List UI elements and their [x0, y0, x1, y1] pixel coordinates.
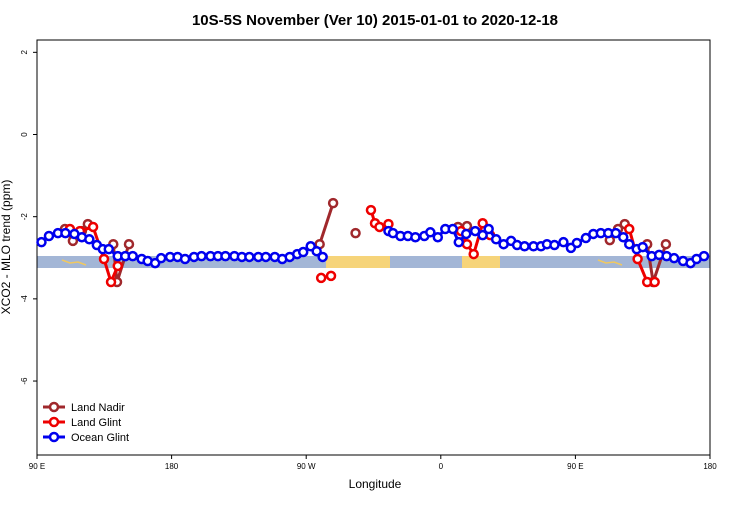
legend: Land Nadir Land Glint Ocean Glint	[43, 401, 129, 444]
data-point	[461, 238, 473, 250]
data-point	[460, 228, 472, 240]
data-point	[453, 236, 464, 248]
legend-marker	[48, 401, 60, 413]
data-point	[127, 250, 138, 262]
x-tick-label: 0	[439, 462, 444, 471]
data-point	[571, 237, 583, 249]
data-point	[469, 225, 481, 237]
land-band	[462, 256, 500, 268]
data-point	[477, 229, 488, 241]
data-point	[432, 231, 444, 243]
data-point	[468, 248, 479, 260]
x-tick-label: 180	[165, 462, 179, 471]
data-point	[179, 253, 191, 265]
data-point	[477, 218, 488, 229]
legend-marker	[48, 431, 60, 443]
data-point	[112, 260, 124, 272]
data-point	[447, 223, 459, 235]
data-point	[698, 250, 710, 262]
data-point	[196, 250, 207, 262]
data-point	[98, 253, 110, 265]
data-point	[43, 230, 55, 242]
data-point	[350, 227, 361, 239]
data-point	[618, 231, 629, 243]
data-point	[123, 238, 135, 250]
data-point	[623, 238, 635, 250]
land-band	[326, 256, 390, 268]
data-point	[103, 243, 115, 255]
legend-label: Land Nadir	[71, 402, 125, 414]
data-point	[637, 241, 648, 253]
data-point	[84, 234, 95, 245]
x-tick-label: 180	[703, 462, 717, 471]
data-point	[297, 246, 309, 258]
legend-label: Land Glint	[71, 417, 121, 429]
data-point	[311, 245, 322, 257]
y-tick-label: 2	[20, 50, 29, 55]
island-mark	[597, 259, 623, 266]
x-tick-label: 90 E	[29, 462, 45, 471]
data-point	[260, 251, 272, 263]
data-point	[87, 221, 99, 233]
y-tick-label: -2	[20, 213, 29, 221]
data-point	[317, 251, 328, 263]
data-point	[660, 238, 672, 250]
data-point	[374, 221, 385, 233]
data-point	[327, 197, 339, 209]
data-point	[410, 231, 421, 243]
data-point	[483, 223, 494, 235]
data-point	[668, 252, 680, 264]
data-point	[60, 227, 71, 239]
data-point	[244, 251, 255, 263]
legend-label: Ocean Glint	[71, 432, 129, 444]
plot-frame	[36, 39, 711, 456]
data-point	[519, 241, 530, 252]
data-point	[425, 227, 436, 238]
chart-title: 10S-5S November (Ver 10) 2015-01-01 to 2…	[192, 12, 558, 29]
data-point	[623, 223, 635, 235]
y-axis-label: XCO2 - MLO trend (ppm)	[0, 180, 13, 315]
legend-marker	[48, 416, 60, 428]
y-tick-label: -4	[20, 295, 29, 303]
data-point	[490, 234, 502, 245]
y-tick-label: 0	[20, 132, 29, 137]
x-tick-label: 90 E	[567, 462, 583, 471]
data-point	[580, 232, 592, 244]
data-point	[365, 204, 377, 216]
data-point	[558, 236, 569, 248]
data-point	[315, 272, 327, 284]
data-point	[155, 252, 167, 264]
x-axis-label: Longitude	[349, 477, 402, 491]
island-mark	[61, 259, 87, 266]
data-point	[220, 250, 231, 262]
x-tick-label: 90 W	[297, 462, 316, 471]
y-tick-label: -6	[20, 377, 29, 385]
data-point	[325, 270, 337, 282]
data-point	[632, 253, 643, 265]
data-point	[105, 276, 117, 288]
data-point	[610, 227, 622, 239]
data-point	[36, 236, 47, 248]
data-point	[549, 239, 560, 251]
data-point	[649, 276, 660, 288]
